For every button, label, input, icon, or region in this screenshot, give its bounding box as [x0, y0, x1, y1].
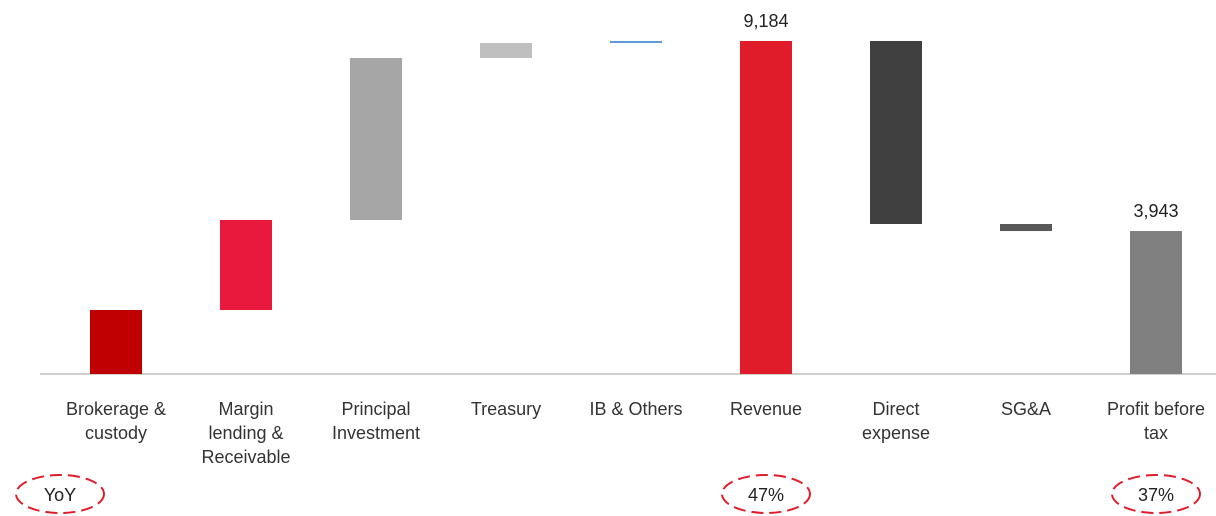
- x-tick-label: Revenue: [729, 399, 803, 419]
- x-tick-label: SG&A: [1000, 399, 1052, 419]
- data-label: 3,943: [1133, 201, 1178, 221]
- x-tick-label: Profit before tax: [1106, 399, 1206, 443]
- data-label: 9,184: [743, 11, 788, 31]
- x-tick-label: Principal Investment: [331, 399, 421, 443]
- x-tick-label: Treasury: [470, 399, 542, 419]
- bar: [350, 57, 402, 221]
- bar: [1130, 231, 1182, 374]
- bar: [1000, 223, 1052, 232]
- x-tick-label: Direct expense: [861, 399, 931, 443]
- bar: [220, 220, 272, 311]
- annotation: 37%: [1138, 485, 1174, 505]
- bar: [90, 310, 142, 374]
- bar: [870, 40, 922, 224]
- annotation: YoY: [44, 485, 76, 505]
- annotation-ring: [721, 474, 811, 514]
- annotation-ring: [15, 474, 105, 514]
- x-tick-label: Margin lending & Receivable: [201, 399, 291, 467]
- annotation: 47%: [748, 485, 784, 505]
- x-tick-label: IB & Others: [589, 399, 683, 419]
- x-tick-label: Brokerage & custody: [65, 399, 167, 443]
- bar: [740, 40, 792, 374]
- annotation-ring: [1111, 474, 1201, 514]
- bar: [480, 42, 532, 58]
- bar: [610, 40, 662, 43]
